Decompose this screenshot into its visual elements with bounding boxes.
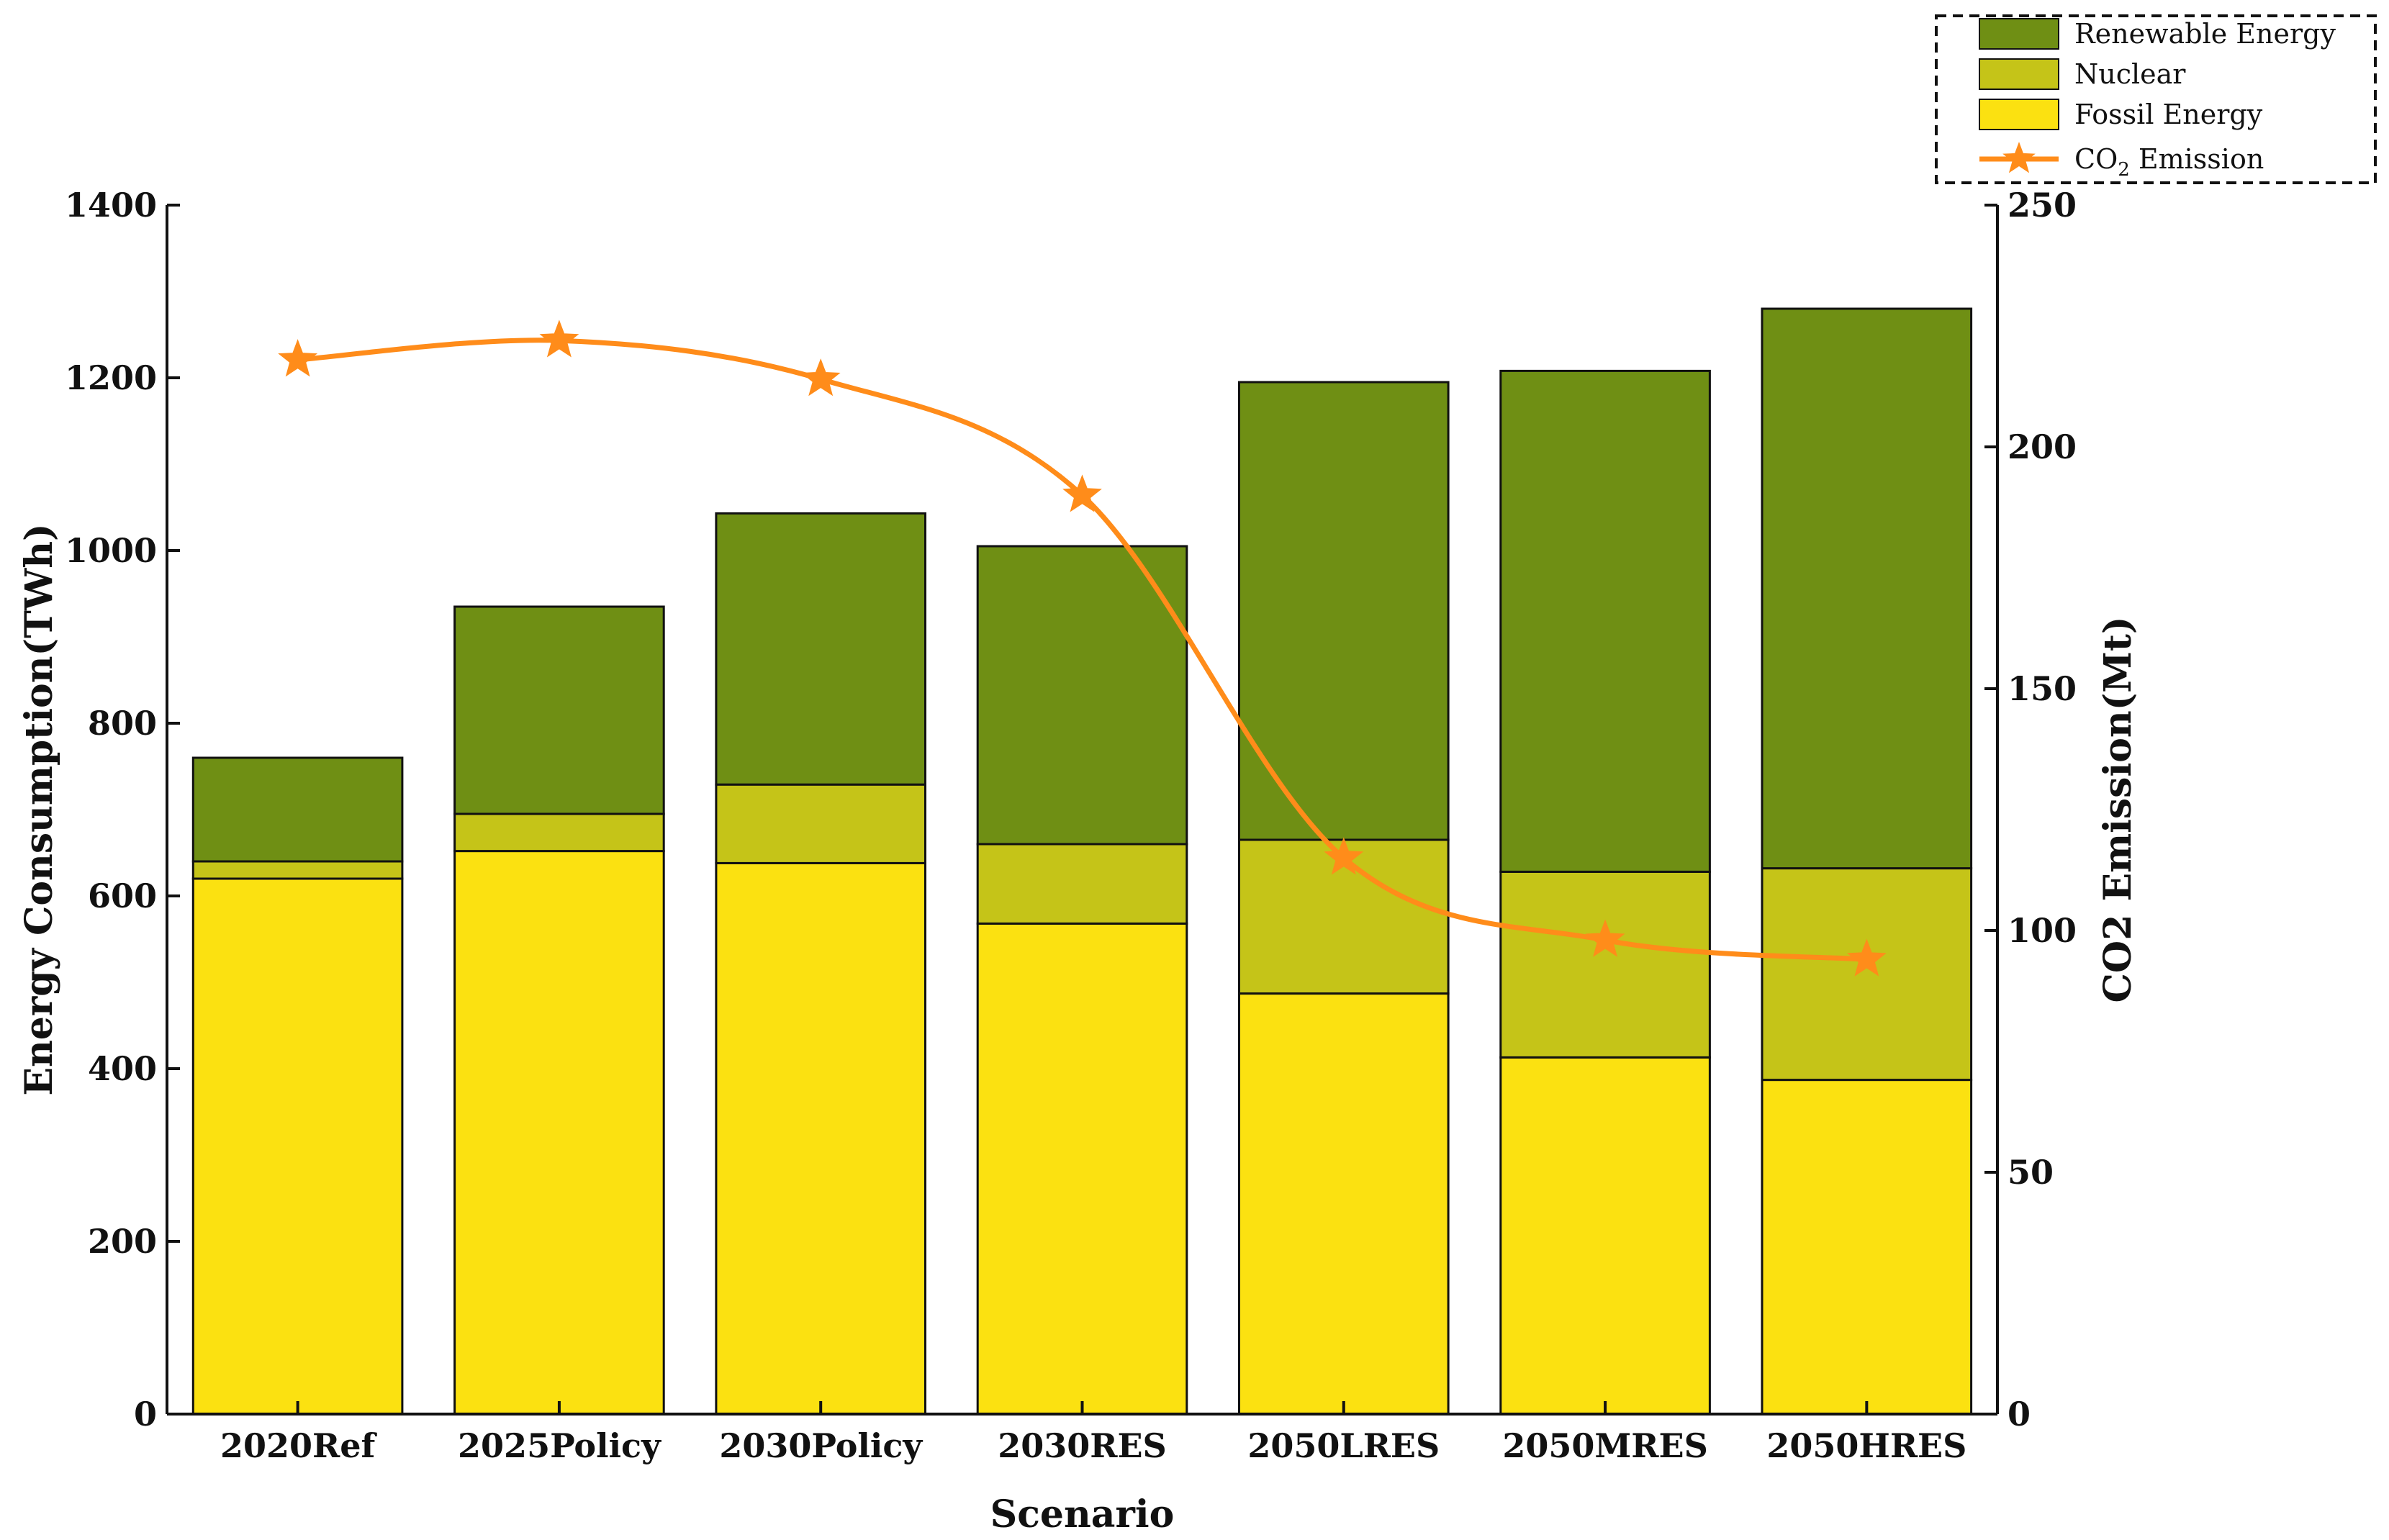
x-tick-label: 2020Ref xyxy=(220,1426,378,1465)
bar-nuclear-2020ref xyxy=(191,860,404,880)
y2-tick-label: 200 xyxy=(2008,427,2077,466)
bar-renewable-energy-2030res xyxy=(976,545,1188,846)
co2-marker-2050mres xyxy=(1585,919,1625,957)
y2-tick-label: 100 xyxy=(2008,911,2077,950)
co2-marker-2025policy xyxy=(539,320,579,358)
bar-fossil-energy-2050mres xyxy=(1499,1056,1711,1416)
y-tick-label: 800 xyxy=(88,704,157,743)
bar-nuclear-2030policy xyxy=(715,783,927,864)
y-tick-label: 200 xyxy=(88,1222,157,1261)
co2-marker-2020ref xyxy=(278,339,318,377)
x-tick-label: 2025Policy xyxy=(458,1426,661,1465)
y-tick-label: 400 xyxy=(88,1049,157,1088)
co2-marker-2050lres xyxy=(1324,837,1364,875)
bar-fossil-energy-2050lres xyxy=(1238,992,1450,1416)
bar-nuclear-2050mres xyxy=(1499,870,1711,1059)
y2-tick-label: 50 xyxy=(2008,1153,2054,1192)
co2-marker-2030policy xyxy=(800,358,841,397)
y-tick-label: 1200 xyxy=(65,358,157,397)
bar-nuclear-2030res xyxy=(976,843,1188,925)
bar-nuclear-2025policy xyxy=(453,812,665,853)
x-tick-label: 2050HRES xyxy=(1766,1426,1966,1465)
bar-fossil-energy-2030policy xyxy=(715,861,927,1416)
legend-swatch-co2-star xyxy=(2002,142,2036,173)
co2-marker-2050hres xyxy=(1846,938,1887,977)
y-axis-title: Energy Consumption(TWh) xyxy=(17,523,61,1095)
y2-tick-label: 0 xyxy=(2008,1395,2031,1433)
legend-swatch-fossil-energy xyxy=(1979,99,2059,130)
y-tick-label: 0 xyxy=(134,1395,157,1433)
legend-label-co2-emission: CO2 Emission xyxy=(2074,143,2264,181)
y-tick-label: 1000 xyxy=(65,531,157,570)
legend-co2-main: CO xyxy=(2074,143,2118,175)
y-tick-label: 1400 xyxy=(65,186,157,225)
legend-label-nuclear: Nuclear xyxy=(2074,58,2186,90)
bar-renewable-energy-2020ref xyxy=(191,756,404,863)
bar-nuclear-2050hres xyxy=(1761,867,1973,1082)
bar-fossil-energy-2050hres xyxy=(1761,1079,1973,1416)
y-tick-label: 600 xyxy=(88,877,157,915)
legend-label-renewable-energy: Renewable Energy xyxy=(2074,18,2336,50)
bar-renewable-energy-2050hres xyxy=(1761,307,1973,870)
y2-tick-label: 250 xyxy=(2008,186,2077,225)
x-tick-label: 2050LRES xyxy=(1247,1426,1440,1465)
legend-co2-suffix: Emission xyxy=(2130,143,2264,175)
x-tick-label: 2030RES xyxy=(998,1426,1167,1465)
legend-label-fossil-energy: Fossil Energy xyxy=(2074,99,2263,130)
x-tick-label: 2050MRES xyxy=(1502,1426,1707,1465)
y2-tick-label: 150 xyxy=(2008,669,2077,708)
bar-fossil-energy-2030res xyxy=(976,922,1188,1416)
legend-swatch-renewable-energy xyxy=(1979,18,2059,50)
co2-marker-2030res xyxy=(1062,474,1102,512)
x-axis-title: Scenario xyxy=(990,1493,1175,1536)
legend-swatch-nuclear xyxy=(1979,58,2059,90)
x-tick-label: 2030Policy xyxy=(719,1426,923,1465)
bar-renewable-energy-2025policy xyxy=(453,605,665,815)
y2-axis-title: CO2 Emission(Mt) xyxy=(2096,617,2140,1003)
bar-renewable-energy-2050lres xyxy=(1238,381,1450,841)
bar-renewable-energy-2050mres xyxy=(1499,369,1711,873)
legend-co2-subscript: 2 xyxy=(2118,159,2130,181)
bar-fossil-energy-2020ref xyxy=(191,877,404,1416)
bar-fossil-energy-2025policy xyxy=(453,850,665,1416)
bar-renewable-energy-2030policy xyxy=(715,512,927,786)
